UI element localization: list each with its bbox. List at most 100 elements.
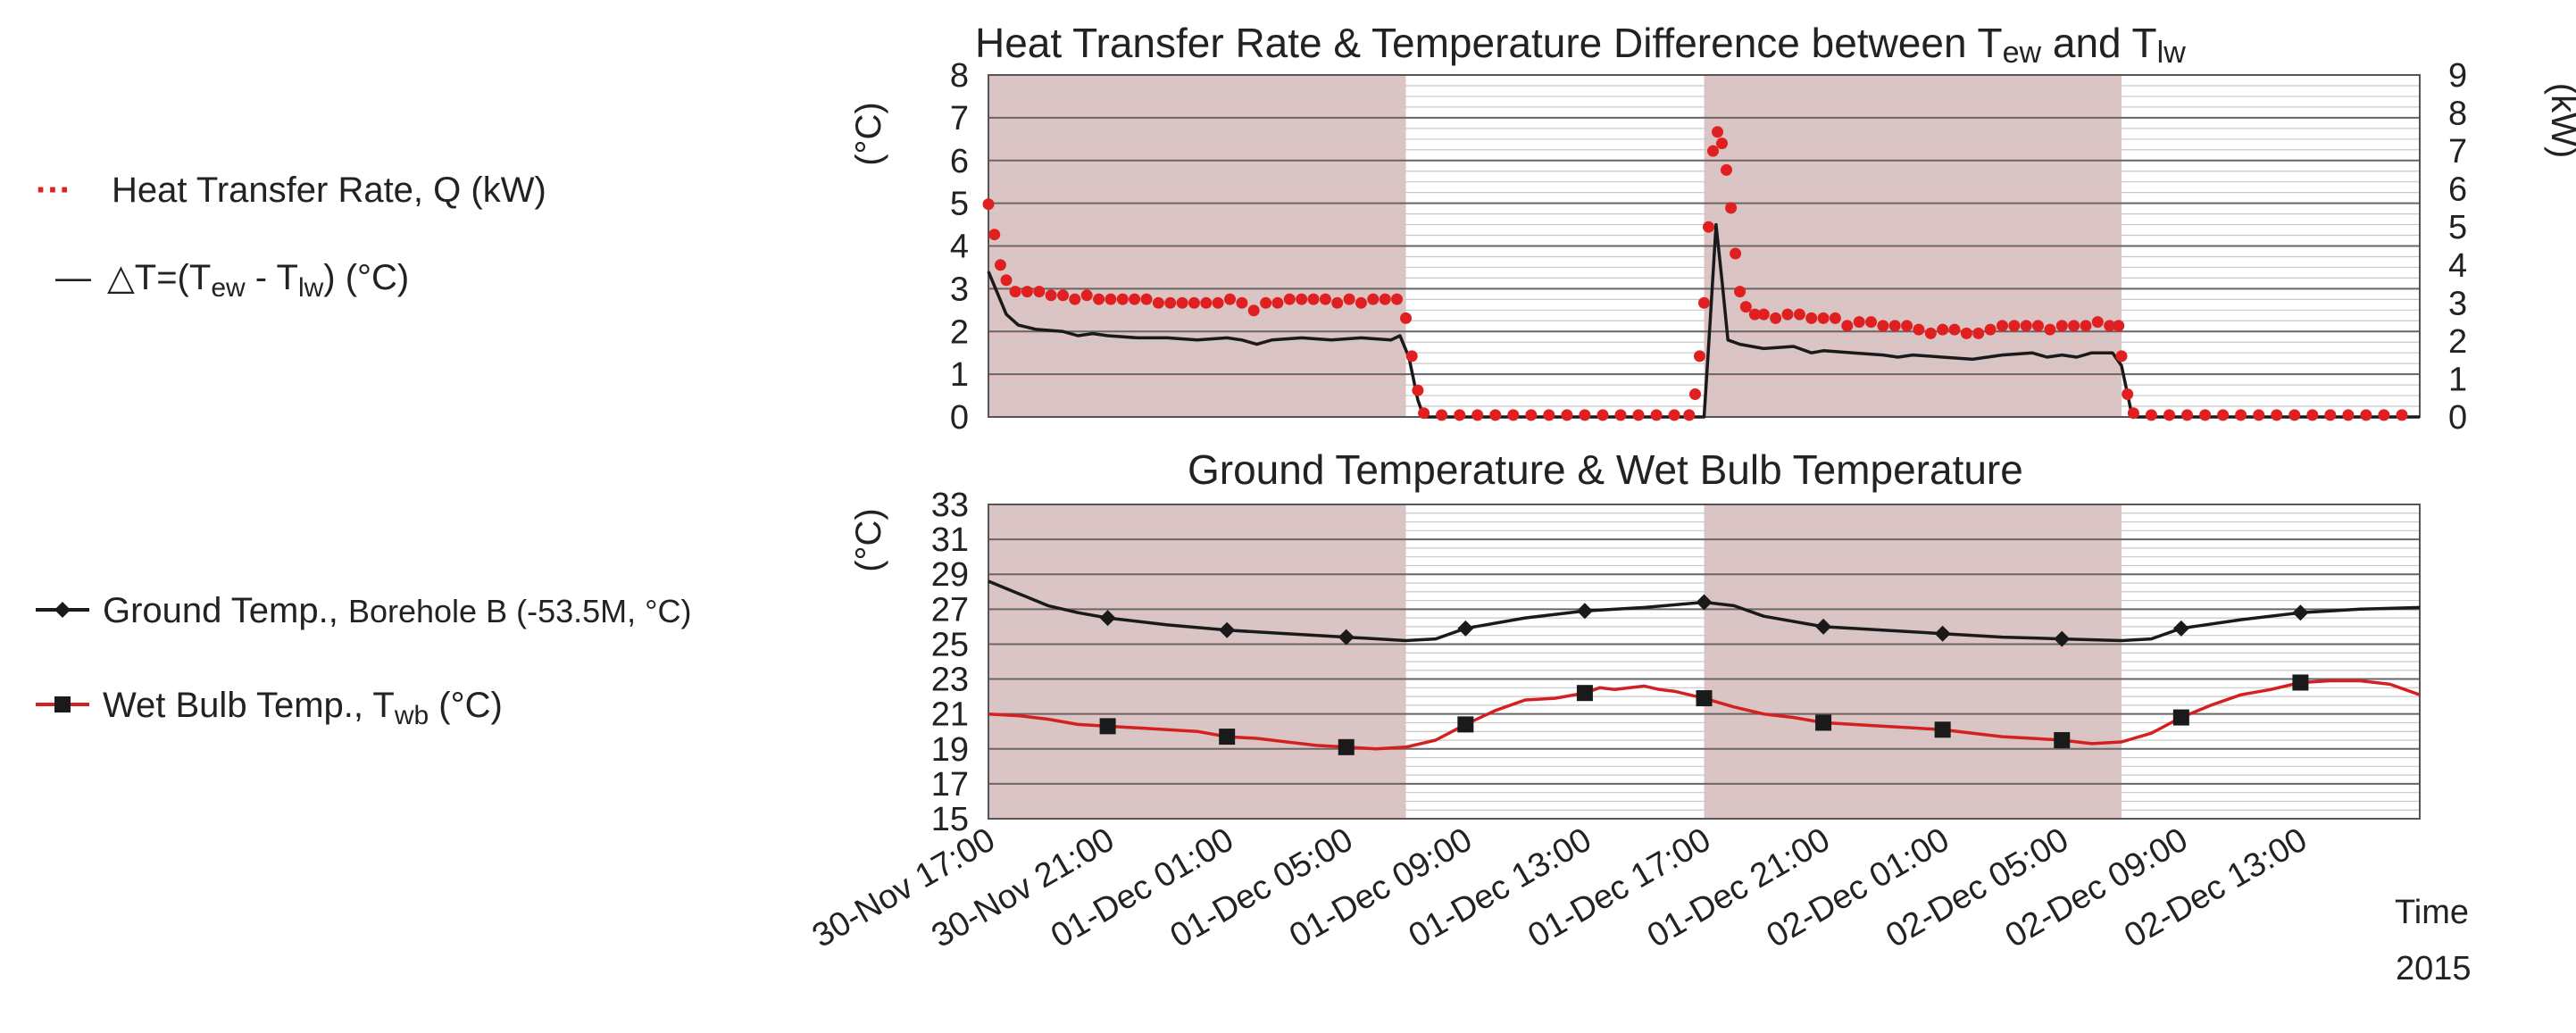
x-axis-year: 2015 [2396,950,2472,987]
heat-rate-point [1471,409,1484,421]
legend-ground-marker [54,602,71,618]
bottom-y-tick-label: 31 [931,521,969,559]
top-right-tick-label: 3 [2448,285,2467,322]
heat-rate-point [1000,274,1013,287]
legend-wetbulb-label: Wet Bulb Temp., Twb (°C) [103,686,503,730]
ground-temp-marker [2292,604,2309,621]
heat-rate-point [1888,320,1901,332]
heat-rate-point [1901,320,1913,332]
top-title-part-2: and T [2041,20,2157,66]
heat-rate-point [1924,327,1937,339]
top-grid [988,74,2421,418]
bottom-left-unit: (°C) [849,508,888,572]
wet-bulb-marker [1815,714,1832,731]
heat-rate-point [2115,350,2128,362]
top-left-tick-label: 3 [950,271,969,308]
heat-rate-point [1614,409,1627,421]
bottom-y-tick-label: 29 [931,556,969,594]
heat-rate-point [2217,409,2230,421]
heat-rate-point [1355,296,1367,309]
heat-rate-point [2271,409,2283,421]
legend-dt-label: △T=(Tew - Tlw) (°C) [107,258,409,303]
bottom-y-tick-label: 27 [931,591,969,629]
heat-rate-point [2378,409,2390,421]
heat-rate-point [1841,320,1854,332]
heat-rate-point [2091,316,2104,329]
heat-rate-point [2032,320,2044,332]
bottom-y-tick-label: 15 [931,801,969,838]
wet-bulb-marker [1338,738,1355,755]
heat-rate-point [1877,320,1889,332]
legend-dt-marker: — [55,258,91,297]
bottom-plot-frame [988,504,2421,820]
heat-rate-point [1972,327,1985,339]
top-title-sub-lw: lw [2157,36,2187,70]
heat-rate-point [1093,293,1105,305]
heat-rate-point [1405,350,1418,362]
bottom-grid [988,504,2421,820]
heat-rate-point [2199,409,2212,421]
heat-rate-point [1781,308,1794,321]
bottom-chart: Ground Temperature & Wet Bulb Temperatur… [806,446,2472,987]
heat-rate-point [2020,320,2032,332]
heat-rate-point [2360,409,2372,421]
heat-rate-point [2122,388,2134,400]
top-right-tick-label: 5 [2448,209,2467,246]
heat-rate-point [2288,409,2301,421]
heat-rate-point [1525,409,1538,421]
heat-rate-point [1400,312,1412,324]
bottom-y-tick-label: 21 [931,696,969,734]
heat-rate-point [2044,323,2056,336]
bottom-series [988,579,2421,755]
heat-rate-point [1454,409,1466,421]
top-right-tick-label: 9 [2448,57,2467,95]
heat-rate-point [1748,308,1761,321]
heat-rate-point [1561,409,1573,421]
legend-dt-prefix: △T=(T [107,258,211,297]
legend-q-label: Heat Transfer Rate, Q (kW) [112,171,546,210]
heat-rate-point [1596,409,1609,421]
heat-rate-point [1247,304,1260,317]
heat-rate-point [1391,293,1403,305]
top-left-tick-label: 6 [950,143,969,180]
wet-bulb-marker [1696,690,1713,707]
heat-rate-point [1489,409,1502,421]
wet-bulb-marker [1457,716,1474,733]
heat-rate-point [1343,293,1355,305]
heat-rate-point [1721,163,1732,176]
heat-rate-point [1367,293,1380,305]
heat-rate-point [1960,327,1972,339]
legend-dt-sub2: lw [298,273,324,303]
heat-rate-point [1045,289,1057,302]
legend-dt-suffix: ) (°C) [323,258,409,297]
heat-rate-point [1805,312,1818,324]
legend-top: ··· Heat Transfer Rate, Q (kW) — △T=(Tew… [36,171,546,303]
heat-rate-point [1632,409,1645,421]
heat-rate-point [1224,293,1236,305]
heat-rate-point [1176,296,1188,309]
ground-temp-marker [1099,610,1116,627]
x-axis-label: Time [2395,894,2469,931]
legend-dt-mid: - T [246,258,298,297]
bottom-y-tick-label: 33 [931,487,969,524]
heat-rate-point [1379,293,1391,305]
legend-q-marker: ··· [36,171,71,210]
legend-ground-label: Ground Temp., Borehole B (-53.5M, °C) [103,591,692,630]
heat-rate-point [1164,296,1177,309]
top-left-tick-label: 2 [950,313,969,351]
top-title-part-1: Heat Transfer Rate & Temperature Differe… [975,20,2003,66]
top-right-tick-label: 2 [2448,323,2467,361]
ground-temp-marker [2172,620,2189,637]
heat-rate-point [1069,293,1081,305]
heat-rate-point [988,229,1001,241]
heat-rate-point [1937,323,1949,336]
heat-rate-point [2396,409,2408,421]
heat-rate-point [982,198,995,211]
top-right-tick-label: 4 [2448,247,2467,285]
heat-rate-point [1829,312,1841,324]
legend-wetbulb-suffix: (°C) [429,686,503,725]
bottom-y-tick-label: 25 [931,626,969,663]
heat-rate-point [1698,296,1710,309]
